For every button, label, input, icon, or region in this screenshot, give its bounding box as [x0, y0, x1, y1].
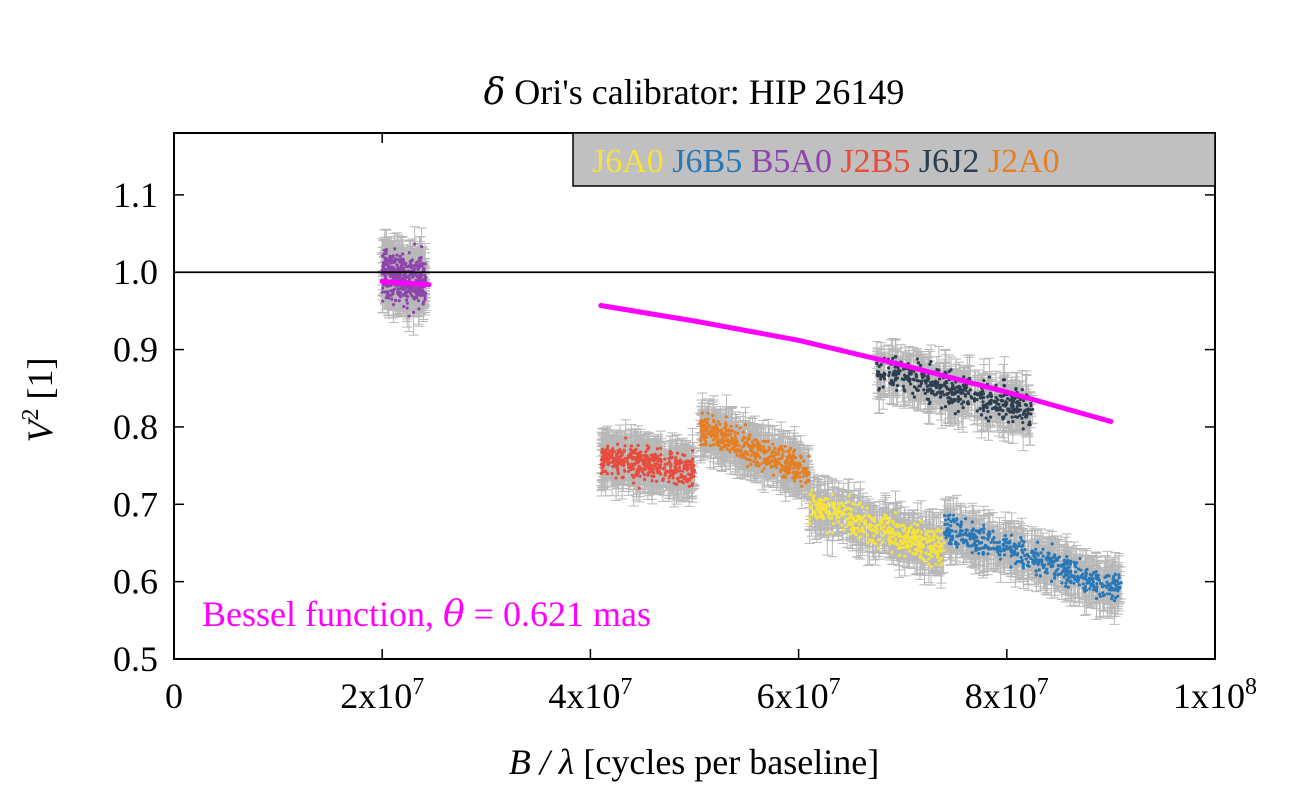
- title-symbol: δ: [484, 72, 506, 113]
- error-bars: [377, 226, 1127, 625]
- title-text: Ori's calibrator: HIP 26149: [505, 72, 904, 112]
- chart-title: δ Ori's calibrator: HIP 26149: [484, 72, 905, 113]
